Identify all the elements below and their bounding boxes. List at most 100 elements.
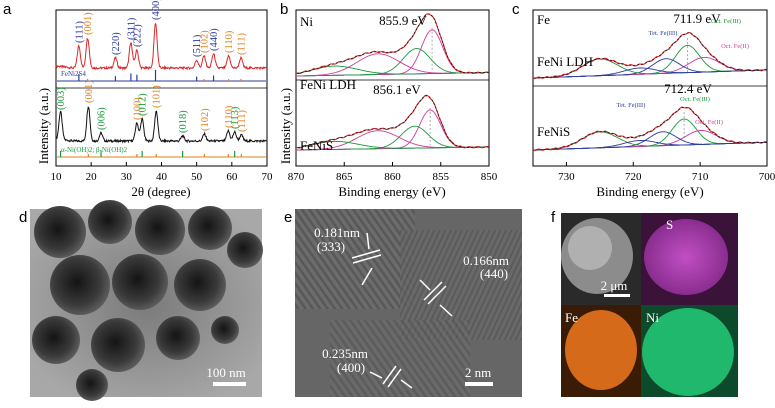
panel-c: c Fe FeNi LDH FeNiS 711.9 eV 712.4 eV Te… (512, 1, 775, 199)
xticks-a: 10 20 30 40 50 60 70 (51, 162, 274, 183)
xtick-label-b: 870 (288, 171, 305, 183)
dspacing-marks (351, 232, 453, 389)
sample-label-fenis-c: FeNiS (537, 124, 570, 139)
xticks-c: 730 720 710 700 (558, 162, 775, 183)
peak-label-top: (001) (83, 12, 94, 35)
d2-value: 0.166nm (463, 253, 509, 268)
xtick-label-b: 850 (481, 171, 498, 183)
xtick-label-a: 20 (86, 171, 98, 183)
peak-label-bottom: (018) (178, 110, 189, 133)
panel-a: a Intensity (a.u.) (111)(001)(220)(311)(… (3, 0, 273, 199)
xtick-label-a: 70 (262, 171, 274, 183)
peak-energy-ldh-c: 711.9 eV (673, 11, 721, 26)
xlabel-a: 2θ (degree) (131, 184, 190, 199)
peak-label-bottom: (101) (152, 85, 163, 108)
xtick-label-c: 720 (625, 171, 642, 183)
peak-label-top: (511) (192, 34, 203, 57)
scalebar-f (604, 294, 630, 297)
xlabel-b: Binding energy (eV) (338, 184, 445, 199)
xtick-label-c: 710 (692, 171, 709, 183)
xps-fit (295, 13, 490, 75)
xtick-label-a: 30 (121, 171, 133, 183)
peak-label-bottom: (100) (132, 97, 143, 120)
xps-component (295, 65, 490, 75)
comp-label-oct3-top: Oct. Fe(III) (711, 18, 741, 25)
panel-label-d: d (19, 209, 27, 226)
peak-label-top: (311) (126, 17, 137, 40)
xtick-label-a: 40 (156, 171, 168, 183)
ylabel-b: Intensity (a.u.) (278, 88, 293, 164)
peak-label-top: (222) (132, 24, 143, 47)
xtick-label-c: 730 (558, 171, 575, 183)
panel-d: d 100 nm (19, 200, 263, 401)
eds-label-ni: Ni (646, 310, 659, 325)
panel-e: e 0.181nm (333) 0.166nm (440) 0.235nm (4… (284, 209, 522, 397)
peak-label-top: (220) (111, 32, 122, 55)
peak-label-top: (400) (151, 0, 162, 20)
element-label-fe: Fe (537, 12, 550, 27)
xps-ni-curves (295, 13, 490, 151)
xtick-label-c: 700 (759, 171, 775, 183)
peak-label-bottom: (102) (200, 108, 211, 131)
xps-fit (532, 106, 767, 151)
ylabel-a: Intensity (a.u.) (36, 88, 51, 164)
peak-labels-bottom: (003) (001)(006) (100)(012) (101) (018) (102)… (56, 80, 248, 133)
comp-label-oct3-bottom: Oct. Fe(III) (680, 96, 710, 103)
peak-energy-fenis-b: 856.1 eV (373, 82, 421, 97)
comp-label-tet-top: Tet. Fe(III) (649, 30, 678, 37)
peak-energy-fenis-c: 712.4 eV (664, 81, 712, 96)
element-label-ni: Ni (300, 14, 313, 29)
comp-label-oct2-top: Oct. Fe(II) (721, 43, 749, 50)
peak-label-bottom: (113) (230, 106, 241, 129)
comp-label-oct2-bottom: Oct. Fe(II) (695, 119, 723, 126)
peak-label-top: (440) (209, 28, 220, 51)
peak-label-bottom: (003) (56, 87, 67, 110)
xlabel-c: Binding energy (eV) (596, 184, 703, 199)
peak-label-bottom: (001) (84, 80, 95, 103)
peak-label-top: (110) (224, 30, 235, 53)
d3-plane: (400) (337, 360, 365, 375)
d3-value: 0.235nm (322, 346, 368, 361)
ref-label-nioh: α-Ni(OH)2; β-Ni(OH)2 (61, 146, 128, 154)
sample-label-ldh-b: FeNi LDH (300, 77, 356, 92)
xtick-label-a: 60 (226, 171, 238, 183)
scalebar-d (213, 382, 246, 386)
panel-label-c: c (512, 1, 520, 18)
xtick-label-b: 865 (336, 171, 353, 183)
peak-label-top: (111) (236, 33, 247, 55)
peak-label-top: (102) (200, 30, 211, 53)
peak-label-bottom: (111) (237, 110, 248, 132)
xticks-b: 870 865 860 855 850 (288, 162, 498, 183)
peak-label-bottom: (012) (138, 93, 149, 116)
panel-b: b Intensity (a.u.) Ni FeNi LDH FeNiS 855… (278, 1, 498, 199)
xps-component (295, 140, 489, 149)
panel-label-f: f (551, 209, 556, 226)
axes-frame-c (532, 9, 768, 167)
xps-component (533, 140, 767, 151)
xtick-label-b: 860 (384, 171, 401, 183)
peak-label-top: (111) (74, 21, 85, 43)
xrd-series-fenis (55, 22, 268, 71)
peak-label-bottom: (006) (97, 107, 108, 130)
xps-fe-curves (532, 31, 768, 152)
sample-label-ldh-c: FeNi LDH (537, 54, 593, 69)
scalebar-label-d: 100 nm (206, 365, 245, 380)
scalebar-label-e: 2 nm (465, 365, 491, 380)
peak-energy-ldh-b: 855.9 eV (379, 13, 427, 28)
panel-label-b: b (280, 1, 288, 18)
d1-value: 0.181nm (314, 225, 360, 240)
sample-label-fenis-b: FeNiS (300, 138, 333, 153)
xtick-label-b: 855 (433, 171, 450, 183)
scalebar-label-f: 2 μm (601, 278, 628, 293)
eds-label-s: S (666, 217, 673, 232)
tem-particles (32, 200, 263, 401)
xps-fit (295, 95, 489, 149)
xtick-label-a: 10 (51, 171, 63, 183)
xps-fit (532, 32, 768, 79)
ref-label-fenis: FeNi2S4 (61, 70, 86, 78)
d1-plane: (333) (317, 239, 345, 254)
ref-ticks-bottom (59, 151, 242, 157)
peak-labels-top: (111)(001)(220)(311)(222)(400)(511)(102)… (74, 0, 247, 57)
d2-plane: (440) (480, 266, 508, 281)
panel-label-e: e (284, 209, 292, 226)
